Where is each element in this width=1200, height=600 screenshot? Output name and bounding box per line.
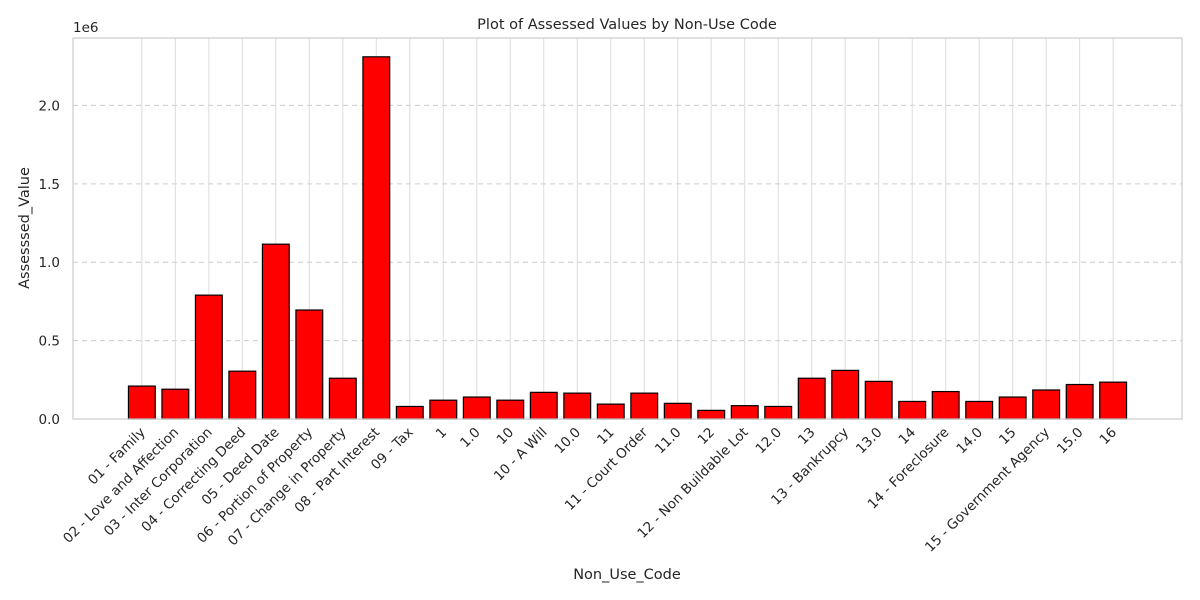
- x-tick-label: 1.0: [457, 425, 484, 452]
- bars: [127, 56, 1128, 420]
- x-tick-label: 15.0: [1054, 425, 1087, 458]
- x-tick-label: 1: [433, 425, 450, 442]
- y-axis-label: Assesssed_Value: [17, 167, 33, 289]
- bar: [496, 399, 525, 420]
- bar: [161, 388, 190, 420]
- bar: [395, 405, 424, 420]
- bar: [529, 391, 558, 420]
- bar: [1065, 383, 1094, 420]
- bar: [831, 369, 860, 420]
- x-tick-label: 13: [795, 425, 818, 448]
- x-tick-label: 12.0: [752, 425, 785, 458]
- x-tick-label: 14: [896, 425, 919, 448]
- bar: [563, 392, 592, 420]
- y-tick-label: 1.5: [39, 177, 60, 193]
- bar: [965, 400, 994, 420]
- bar: [730, 405, 759, 420]
- bar: [1032, 389, 1061, 420]
- x-axis-label: Non_Use_Code: [573, 567, 681, 583]
- bar: [127, 385, 156, 420]
- x-tick-label: 12 - Non Buildable Lot: [634, 425, 751, 542]
- x-tick-label: 11: [594, 425, 617, 448]
- x-tick-label: 14.0: [953, 425, 986, 458]
- x-tick-label: 16: [1097, 425, 1120, 448]
- y-tick-label: 0.0: [39, 412, 60, 428]
- bar: [764, 405, 793, 420]
- bar: [697, 409, 726, 420]
- y-offset-label: 1e6: [73, 20, 98, 36]
- bar: [429, 399, 458, 420]
- bar: [261, 243, 290, 420]
- bar: [295, 309, 324, 420]
- bar: [663, 402, 692, 420]
- x-tick-label: 10: [494, 425, 517, 448]
- bar: [596, 403, 625, 420]
- plot-frame: [72, 37, 1183, 420]
- bar: [462, 396, 491, 420]
- plot-background: [73, 38, 1182, 419]
- bar: [194, 294, 223, 420]
- x-tick-label: 15: [996, 425, 1019, 448]
- y-tick-label: 2.0: [39, 98, 60, 114]
- y-tick-label: 1.0: [39, 255, 60, 271]
- bar: [898, 400, 927, 420]
- y-tick-label: 0.5: [39, 334, 60, 350]
- x-tick-label: 11.0: [652, 425, 685, 458]
- bar: [864, 380, 893, 420]
- bar: [1099, 381, 1128, 420]
- bar: [998, 396, 1027, 420]
- bar: [797, 377, 826, 420]
- bar: [630, 392, 659, 420]
- y-tick-labels: 0.0 0.5 1.0 1.5 2.0: [39, 98, 60, 428]
- x-tick-label: 13.0: [853, 425, 886, 458]
- x-tick-label: 12: [695, 425, 718, 448]
- bar: [228, 370, 257, 420]
- bar: [328, 377, 357, 420]
- x-tick-label: 10.0: [552, 425, 585, 458]
- bar: [931, 390, 960, 420]
- chart-title: Plot of Assessed Values by Non-Use Code: [477, 17, 777, 33]
- bar: [362, 56, 391, 420]
- x-gridlines: [141, 38, 1114, 419]
